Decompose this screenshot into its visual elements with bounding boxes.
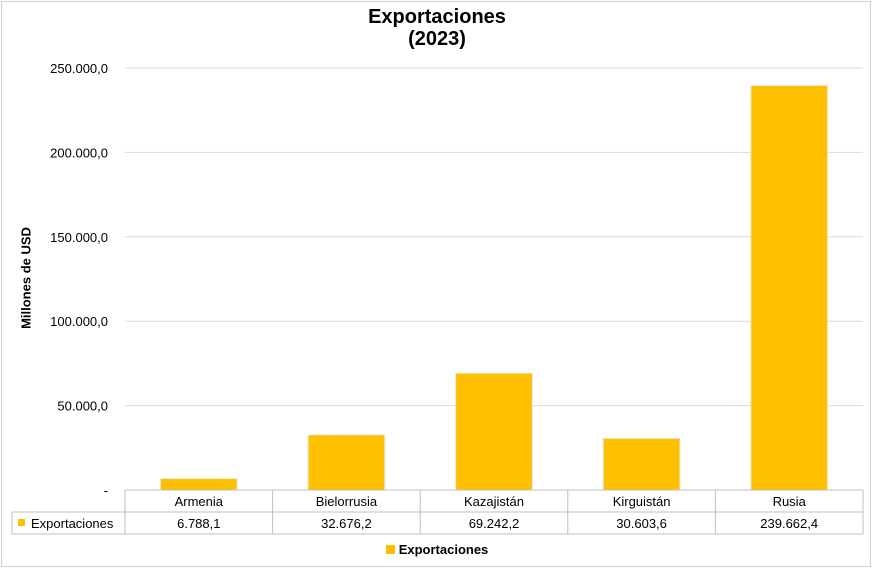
data-label: 30.603,6 xyxy=(616,516,667,531)
bar-kirguistán xyxy=(602,437,681,491)
data-label: 6.788,1 xyxy=(177,516,220,531)
chart-title-line1: Exportaciones xyxy=(368,6,506,28)
y-tick-label: - xyxy=(104,483,108,498)
bar-rusia xyxy=(750,84,829,491)
bar-armenia xyxy=(159,478,238,491)
chart-title-line2: (2023) xyxy=(408,28,466,50)
y-tick-label: 100.000,0 xyxy=(50,314,108,329)
x-tick-label: Kirguistán xyxy=(613,494,671,509)
legend-swatch xyxy=(385,545,395,554)
y-tick-label: 200.000,0 xyxy=(50,145,108,160)
table-legend-key xyxy=(18,519,25,526)
y-tick-label: 50.000,0 xyxy=(57,399,108,414)
data-label: 32.676,2 xyxy=(321,516,372,531)
data-label: 239.662,4 xyxy=(760,516,818,531)
x-tick-label: Bielorrusia xyxy=(316,494,378,509)
x-tick-label: Kazajistán xyxy=(464,494,524,509)
bar-bielorrusia xyxy=(307,434,386,491)
table-row-header: Exportaciones xyxy=(31,516,114,531)
x-tick-label: Armenia xyxy=(175,494,224,509)
bar-kazajistán xyxy=(455,372,533,491)
legend: Exportaciones xyxy=(0,542,874,557)
y-tick-label: 250.000,0 xyxy=(50,61,108,76)
chart-title: Exportaciones (2023) xyxy=(0,6,874,50)
legend-label: Exportaciones xyxy=(398,542,489,557)
data-label: 69.242,2 xyxy=(469,516,520,531)
y-tick-label: 150.000,0 xyxy=(50,230,108,245)
x-tick-label: Rusia xyxy=(773,494,807,509)
